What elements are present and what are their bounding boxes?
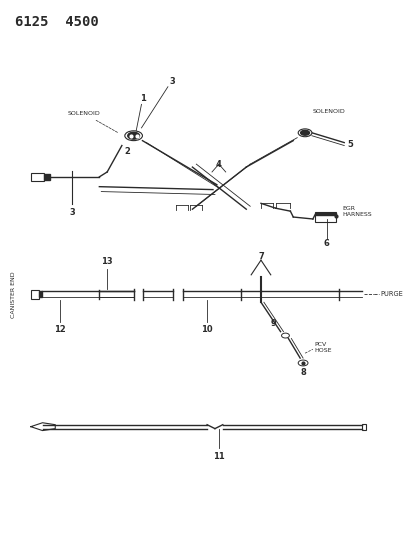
Text: 2: 2 xyxy=(125,147,131,156)
Text: CANISTER END: CANISTER END xyxy=(11,271,16,318)
Text: 3: 3 xyxy=(170,77,176,86)
Text: 8: 8 xyxy=(300,368,306,377)
Bar xyxy=(39,292,42,297)
Ellipse shape xyxy=(282,333,289,338)
Text: 5: 5 xyxy=(347,140,353,149)
Text: SOLENOID: SOLENOID xyxy=(68,111,118,132)
Text: 11: 11 xyxy=(213,451,225,461)
Bar xyxy=(31,289,39,300)
Text: 1: 1 xyxy=(140,94,146,103)
Text: 9: 9 xyxy=(271,319,277,328)
Text: EGR
HARNESS: EGR HARNESS xyxy=(342,206,372,216)
Text: 6: 6 xyxy=(324,239,330,248)
Bar xyxy=(31,173,44,181)
Text: 10: 10 xyxy=(201,325,213,334)
Bar xyxy=(315,213,337,215)
Text: SOLENOID: SOLENOID xyxy=(313,109,346,114)
Text: PCV
HOSE: PCV HOSE xyxy=(315,342,333,353)
Text: 13: 13 xyxy=(101,256,113,265)
Ellipse shape xyxy=(128,132,140,139)
Text: PURGE: PURGE xyxy=(381,292,403,297)
Ellipse shape xyxy=(301,131,309,135)
Bar xyxy=(315,212,337,222)
Text: 12: 12 xyxy=(54,325,66,334)
Text: 7: 7 xyxy=(258,252,264,261)
Ellipse shape xyxy=(125,131,142,141)
Bar xyxy=(44,174,50,180)
Text: 3: 3 xyxy=(69,208,75,216)
Ellipse shape xyxy=(298,129,312,136)
Ellipse shape xyxy=(298,360,308,366)
Text: 6125  4500: 6125 4500 xyxy=(15,15,99,29)
Bar xyxy=(362,424,366,430)
Text: 4: 4 xyxy=(216,160,222,168)
